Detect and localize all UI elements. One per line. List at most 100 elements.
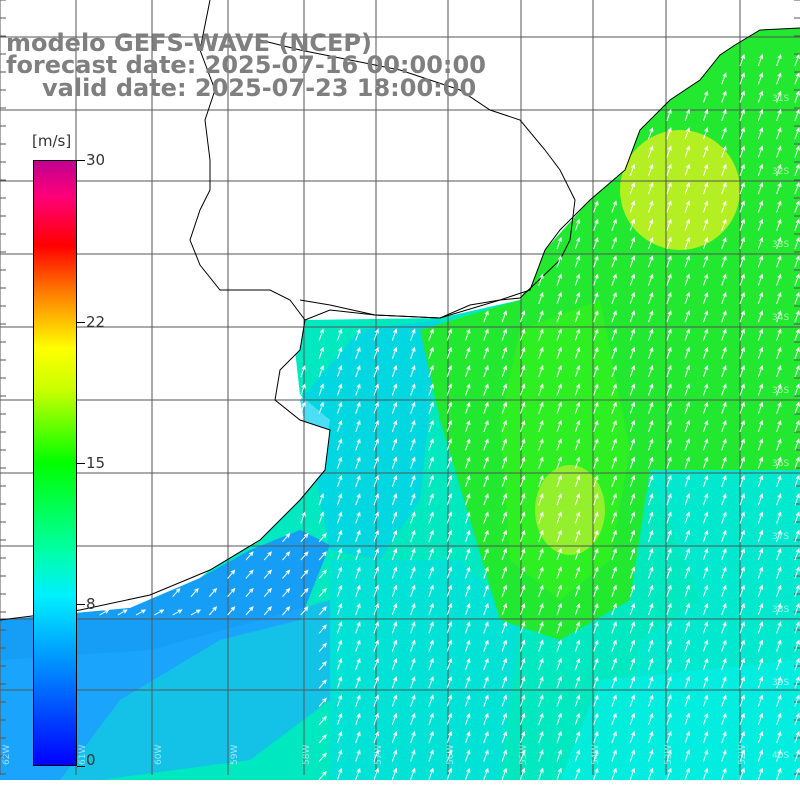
wind-arrow: [465, 602, 471, 616]
wind-arrow: [757, 511, 764, 524]
wind-arrow: [538, 346, 544, 359]
wind-arrow: [611, 419, 617, 433]
wind-arrow: [483, 365, 489, 378]
wind-arrow: [336, 438, 343, 451]
wind-arrow: [757, 200, 764, 213]
wind-arrow: [629, 383, 636, 396]
wind-arrow: [629, 218, 636, 231]
wind-arrow: [721, 566, 727, 579]
wind-arrow: [556, 712, 562, 725]
wind-arrow: [629, 676, 636, 689]
wind-arrow: [501, 365, 507, 378]
wind-arrow: [794, 548, 800, 561]
wind-arrow: [666, 566, 672, 579]
wind-arrow: [483, 456, 489, 469]
wind-arrow: [318, 661, 327, 671]
wind-arrow: [208, 587, 218, 598]
wind-arrow: [794, 456, 800, 469]
wind-arrow: [776, 328, 782, 341]
wind-arrow: [611, 694, 617, 707]
wind-arrow: [684, 493, 690, 506]
wind-arrow: [538, 731, 544, 744]
wind-arrow: [373, 767, 379, 780]
wind-arrow: [702, 127, 709, 140]
wind-arrow: [684, 767, 690, 780]
wind-arrow: [428, 548, 434, 561]
wind-arrow: [593, 694, 599, 707]
wind-arrow: [721, 383, 727, 396]
wind-arrow: [684, 310, 690, 323]
wind-arrow: [446, 676, 453, 689]
wind-arrow: [574, 584, 581, 597]
wind-arrow: [519, 383, 526, 396]
wind-arrow: [428, 694, 434, 707]
wind-arrow: [629, 493, 636, 506]
wind-arrow: [611, 621, 617, 634]
wind-arrow: [757, 53, 764, 67]
wind-arrow: [410, 548, 416, 561]
wind-arrow: [721, 493, 727, 506]
colorbar-unit: [m/s]: [32, 132, 72, 150]
wind-arrow: [538, 694, 544, 707]
wind-arrow: [483, 621, 489, 634]
wind-arrow: [501, 511, 507, 524]
wind-arrow: [776, 218, 782, 231]
wind-arrow: [501, 676, 507, 689]
wind-arrow: [556, 731, 562, 744]
wind-arrow: [666, 273, 672, 286]
wind-arrow: [702, 548, 709, 561]
wind-arrow: [702, 602, 709, 616]
wind-arrow: [721, 474, 727, 488]
wind-arrow: [757, 401, 764, 414]
wind-arrow: [794, 218, 800, 231]
wind-arrow: [428, 511, 434, 524]
wind-arrow: [318, 587, 327, 598]
wind-arrow: [702, 291, 709, 305]
wind-arrow: [318, 569, 327, 579]
wind-arrow: [355, 419, 361, 433]
wind-arrow: [519, 676, 526, 689]
wind-arrow: [648, 621, 654, 634]
wind-arrow: [611, 200, 617, 213]
wind-arrow: [776, 456, 782, 469]
wind-arrow: [739, 749, 745, 762]
wind-arrow: [519, 419, 526, 433]
wind-arrow: [501, 584, 507, 597]
wind-arrow: [666, 749, 672, 762]
wind-arrow: [702, 438, 709, 451]
wind-arrow: [702, 456, 709, 469]
wind-arrow: [739, 529, 745, 542]
wind-arrow: [428, 621, 434, 634]
wind-arrow: [721, 346, 727, 359]
wind-arrow: [300, 365, 306, 378]
wind-arrow: [648, 676, 654, 689]
wind-arrow: [355, 639, 361, 652]
wind-arrow: [501, 474, 507, 488]
wind-arrow: [300, 569, 309, 579]
wind-arrow: [721, 584, 727, 597]
wind-arrow: [702, 255, 709, 268]
wind-arrow: [794, 108, 800, 122]
wind-arrow: [355, 602, 361, 616]
wind-arrow: [702, 749, 709, 762]
wind-arrow: [172, 587, 181, 598]
wind-arrow: [684, 218, 690, 231]
wind-arrow: [446, 511, 453, 524]
wind-arrow: [593, 566, 599, 579]
wind-arrow: [776, 657, 782, 671]
wind-arrow: [538, 365, 544, 378]
wind-arrow: [519, 328, 526, 341]
wind-arrow: [556, 511, 562, 524]
wind-arrow: [721, 602, 727, 616]
wind-arrow: [648, 456, 654, 469]
wind-arrow: [739, 401, 745, 414]
wind-arrow: [666, 584, 672, 597]
longitude-label: 54W: [591, 745, 601, 765]
wind-arrow: [410, 584, 416, 597]
wind-arrow: [465, 621, 471, 634]
wind-arrow: [666, 474, 672, 488]
wind-arrow: [794, 731, 800, 744]
wind-arrow: [391, 529, 398, 542]
wind-arrow: [446, 712, 453, 725]
wind-arrow: [519, 346, 526, 359]
